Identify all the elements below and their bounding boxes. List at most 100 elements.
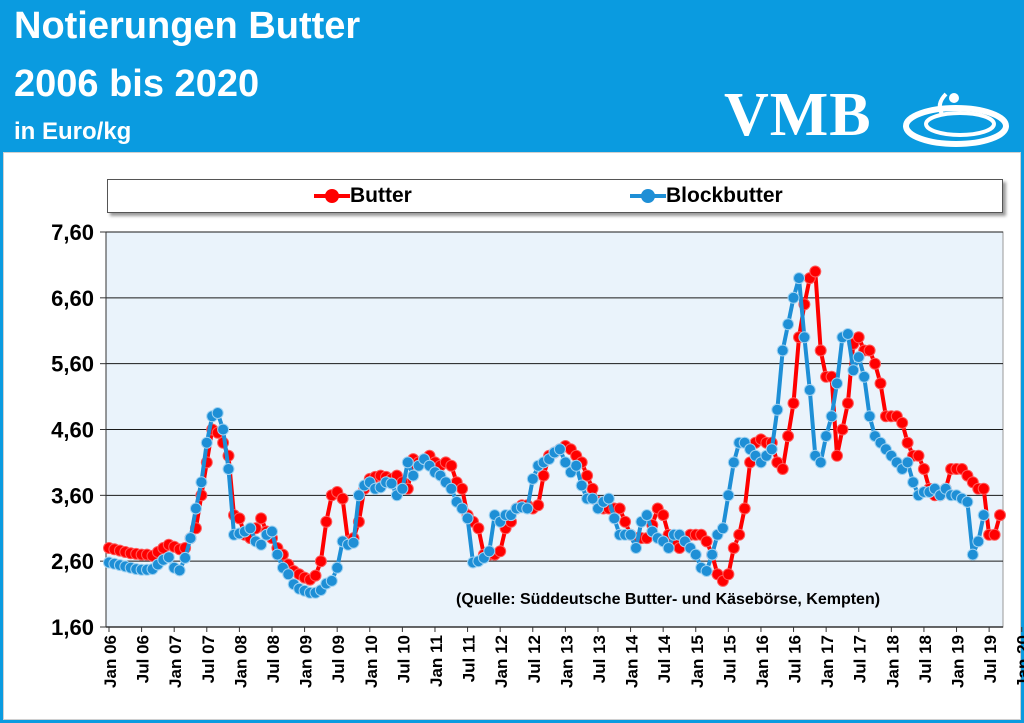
data-point-blockbutter bbox=[559, 456, 572, 469]
data-point-blockbutter bbox=[526, 472, 539, 485]
x-tick-label: Jul 14 bbox=[655, 634, 674, 683]
data-point-blockbutter bbox=[831, 377, 843, 390]
data-point-butter bbox=[896, 416, 909, 429]
header: Notierungen Butter 2006 bis 2020 in Euro… bbox=[0, 0, 1024, 150]
x-tick-label: Jul 06 bbox=[134, 635, 153, 683]
data-point-blockbutter bbox=[847, 364, 860, 377]
x-tick-label: Jan 19 bbox=[949, 635, 968, 688]
x-tick-label: Jan 17 bbox=[818, 635, 837, 688]
data-point-blockbutter bbox=[624, 528, 637, 541]
y-tick-label: 4,60 bbox=[51, 418, 94, 443]
data-point-blockbutter bbox=[217, 423, 230, 436]
data-point-butter bbox=[309, 569, 322, 582]
data-point-blockbutter bbox=[820, 430, 833, 443]
data-point-butter bbox=[912, 449, 925, 462]
x-tick-label: Jul 16 bbox=[786, 635, 805, 683]
data-point-blockbutter bbox=[771, 403, 784, 416]
logo-swirl-icon bbox=[903, 92, 1009, 147]
data-point-blockbutter bbox=[798, 331, 811, 344]
data-point-blockbutter bbox=[200, 436, 213, 449]
data-point-blockbutter bbox=[211, 407, 224, 419]
data-point-blockbutter bbox=[586, 492, 599, 505]
data-point-butter bbox=[613, 502, 626, 515]
data-point-blockbutter bbox=[325, 574, 338, 587]
data-point-blockbutter bbox=[266, 525, 278, 538]
data-point-blockbutter bbox=[863, 410, 876, 423]
data-point-blockbutter bbox=[630, 542, 642, 554]
x-tick-label: Jul 15 bbox=[720, 635, 739, 683]
data-point-butter bbox=[722, 568, 735, 581]
data-point-butter bbox=[532, 499, 545, 512]
data-point-blockbutter bbox=[271, 548, 284, 561]
data-point-butter bbox=[472, 522, 485, 535]
x-tick-label: Jan 07 bbox=[166, 635, 185, 688]
data-point-blockbutter bbox=[553, 443, 566, 456]
data-point-butter bbox=[863, 344, 876, 357]
data-point-butter bbox=[852, 331, 865, 344]
data-point-blockbutter bbox=[352, 489, 365, 502]
data-point-blockbutter bbox=[575, 479, 588, 492]
x-tick-label: Jan 20 bbox=[1014, 635, 1024, 688]
data-point-blockbutter bbox=[189, 502, 202, 515]
data-point-butter bbox=[901, 436, 914, 449]
data-point-butter bbox=[456, 482, 469, 495]
data-point-butter bbox=[988, 528, 1001, 541]
x-tick-label: Jul 09 bbox=[329, 635, 348, 683]
legend-blockbutter: Blockbutter bbox=[630, 183, 783, 209]
data-point-butter bbox=[700, 535, 713, 548]
data-point-blockbutter bbox=[852, 351, 865, 364]
data-point-blockbutter bbox=[841, 328, 854, 340]
data-point-blockbutter bbox=[787, 291, 800, 304]
legend-butter: Butter bbox=[314, 183, 412, 209]
x-tick-label: Jul 11 bbox=[460, 635, 479, 682]
data-point-blockbutter bbox=[793, 272, 805, 285]
x-tick-label: Jul 17 bbox=[851, 635, 870, 683]
unit-label: in Euro/kg bbox=[14, 118, 132, 145]
x-tick-label: Jan 11 bbox=[427, 635, 446, 687]
data-point-blockbutter bbox=[195, 476, 208, 489]
legend-butter-label: Butter bbox=[350, 184, 412, 207]
data-point-blockbutter bbox=[385, 477, 398, 490]
data-point-butter bbox=[445, 459, 458, 472]
x-tick-label: Jan 10 bbox=[362, 635, 381, 688]
data-point-blockbutter bbox=[331, 561, 344, 574]
data-point-blockbutter bbox=[825, 410, 838, 423]
data-point-butter bbox=[782, 430, 795, 443]
data-point-butter bbox=[841, 397, 854, 410]
data-point-blockbutter bbox=[640, 509, 653, 522]
data-point-blockbutter bbox=[179, 551, 192, 564]
data-point-blockbutter bbox=[396, 482, 409, 495]
data-point-blockbutter bbox=[814, 456, 827, 469]
data-point-blockbutter bbox=[407, 469, 420, 482]
data-point-blockbutter bbox=[184, 532, 197, 545]
data-point-blockbutter bbox=[222, 463, 235, 475]
data-point-butter bbox=[787, 397, 800, 410]
data-point-blockbutter bbox=[255, 538, 268, 551]
x-tick-label: Jan 06 bbox=[101, 635, 120, 688]
data-point-butter bbox=[233, 512, 246, 525]
legend: Butter Blockbutter bbox=[107, 179, 1003, 213]
data-point-blockbutter bbox=[244, 522, 257, 535]
data-point-butter bbox=[738, 502, 751, 515]
data-point-blockbutter bbox=[483, 545, 496, 558]
legend-blockbutter-label: Blockbutter bbox=[666, 184, 783, 207]
data-point-butter bbox=[836, 423, 849, 436]
x-tick-label: Jul 13 bbox=[590, 635, 609, 683]
data-point-butter bbox=[727, 542, 740, 554]
data-point-blockbutter bbox=[602, 492, 615, 505]
data-point-blockbutter bbox=[347, 536, 360, 549]
data-point-blockbutter bbox=[722, 489, 735, 502]
data-point-butter bbox=[320, 515, 333, 528]
data-point-butter bbox=[733, 528, 746, 541]
data-point-butter bbox=[814, 344, 827, 357]
data-point-blockbutter bbox=[782, 318, 795, 331]
data-point-blockbutter bbox=[907, 476, 920, 489]
data-point-blockbutter bbox=[901, 456, 914, 469]
data-point-butter bbox=[336, 492, 349, 505]
data-point-blockbutter bbox=[570, 459, 583, 472]
data-point-butter bbox=[874, 377, 887, 390]
x-tick-label: Jul 19 bbox=[981, 635, 1000, 683]
data-point-blockbutter bbox=[706, 548, 719, 561]
x-tick-label: Jul 08 bbox=[264, 635, 283, 683]
